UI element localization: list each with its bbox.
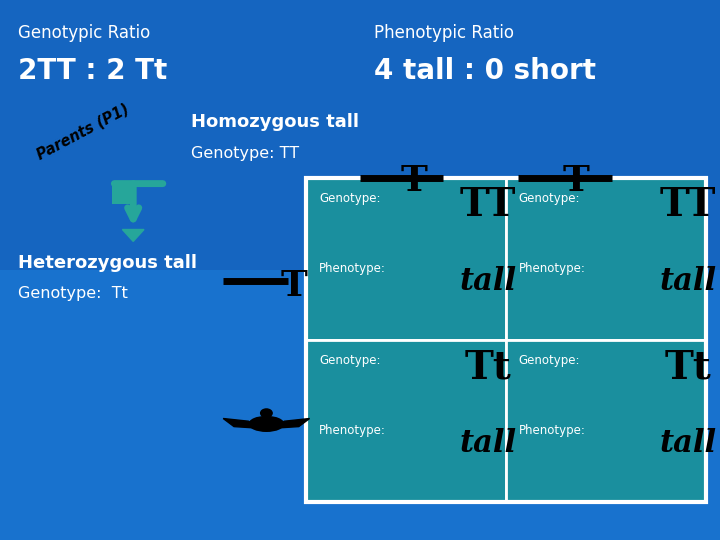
Text: T: T	[281, 269, 307, 303]
Text: T: T	[562, 164, 590, 198]
Bar	[112, 181, 135, 204]
Text: Genotypic Ratio: Genotypic Ratio	[18, 24, 150, 42]
Text: Genotype:: Genotype:	[518, 192, 580, 205]
Text: Phenotype:: Phenotype:	[319, 424, 386, 437]
Polygon shape	[122, 230, 144, 241]
Text: Genotype:: Genotype:	[319, 354, 380, 367]
Text: Genotype:  Tt: Genotype: Tt	[18, 286, 128, 301]
Text: 2TT : 2 Tt: 2TT : 2 Tt	[18, 57, 167, 85]
Bar	[306, 340, 505, 502]
Bar	[505, 340, 706, 502]
Bar	[306, 178, 505, 340]
Text: tall: tall	[459, 266, 516, 296]
Bar	[505, 178, 706, 340]
Text: Phenotype:: Phenotype:	[319, 262, 386, 275]
Text: Homozygous tall: Homozygous tall	[191, 113, 359, 131]
Text: Parents (P1): Parents (P1)	[34, 102, 132, 163]
Text: Genotype: TT: Genotype: TT	[191, 146, 299, 161]
Text: tall: tall	[659, 428, 716, 458]
Text: Phenotype:: Phenotype:	[518, 262, 585, 275]
Text: tall: tall	[659, 266, 716, 296]
Bar	[306, 178, 706, 502]
Polygon shape	[274, 418, 310, 428]
Text: 4 tall : 0 short: 4 tall : 0 short	[374, 57, 596, 85]
Polygon shape	[223, 418, 259, 428]
Ellipse shape	[248, 416, 284, 432]
Text: tall: tall	[459, 428, 516, 458]
Text: Genotype:: Genotype:	[518, 354, 580, 367]
Text: TT: TT	[459, 186, 516, 224]
Text: TT: TT	[660, 186, 716, 224]
Text: T: T	[400, 164, 428, 198]
Text: Tt: Tt	[665, 348, 711, 386]
Text: Phenotypic Ratio: Phenotypic Ratio	[374, 24, 514, 42]
Text: Genotype:: Genotype:	[319, 192, 380, 205]
Text: Phenotype:: Phenotype:	[518, 424, 585, 437]
Ellipse shape	[260, 408, 273, 418]
Bar	[0, 270, 720, 540]
Text: Heterozygous tall: Heterozygous tall	[18, 254, 197, 272]
Text: Tt: Tt	[464, 348, 511, 386]
